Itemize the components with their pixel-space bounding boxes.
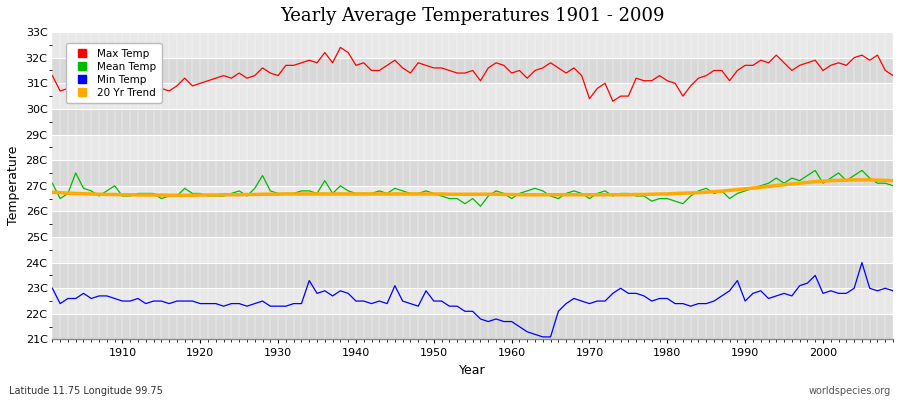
Legend: Max Temp, Mean Temp, Min Temp, 20 Yr Trend: Max Temp, Mean Temp, Min Temp, 20 Yr Tre… <box>66 44 162 103</box>
Text: worldspecies.org: worldspecies.org <box>809 386 891 396</box>
Bar <box>52 237 893 263</box>
Bar <box>52 160 893 186</box>
Text: Latitude 11.75 Longitude 99.75: Latitude 11.75 Longitude 99.75 <box>9 386 163 396</box>
Bar <box>52 134 893 160</box>
Bar <box>52 288 893 314</box>
Bar <box>52 314 893 340</box>
Bar <box>52 58 893 83</box>
Y-axis label: Temperature: Temperature <box>7 146 20 226</box>
Bar <box>52 186 893 211</box>
Bar <box>52 211 893 237</box>
Bar <box>52 83 893 109</box>
Bar <box>52 263 893 288</box>
Bar <box>52 109 893 134</box>
X-axis label: Year: Year <box>459 364 486 377</box>
Title: Yearly Average Temperatures 1901 - 2009: Yearly Average Temperatures 1901 - 2009 <box>281 7 665 25</box>
Bar <box>52 32 893 58</box>
